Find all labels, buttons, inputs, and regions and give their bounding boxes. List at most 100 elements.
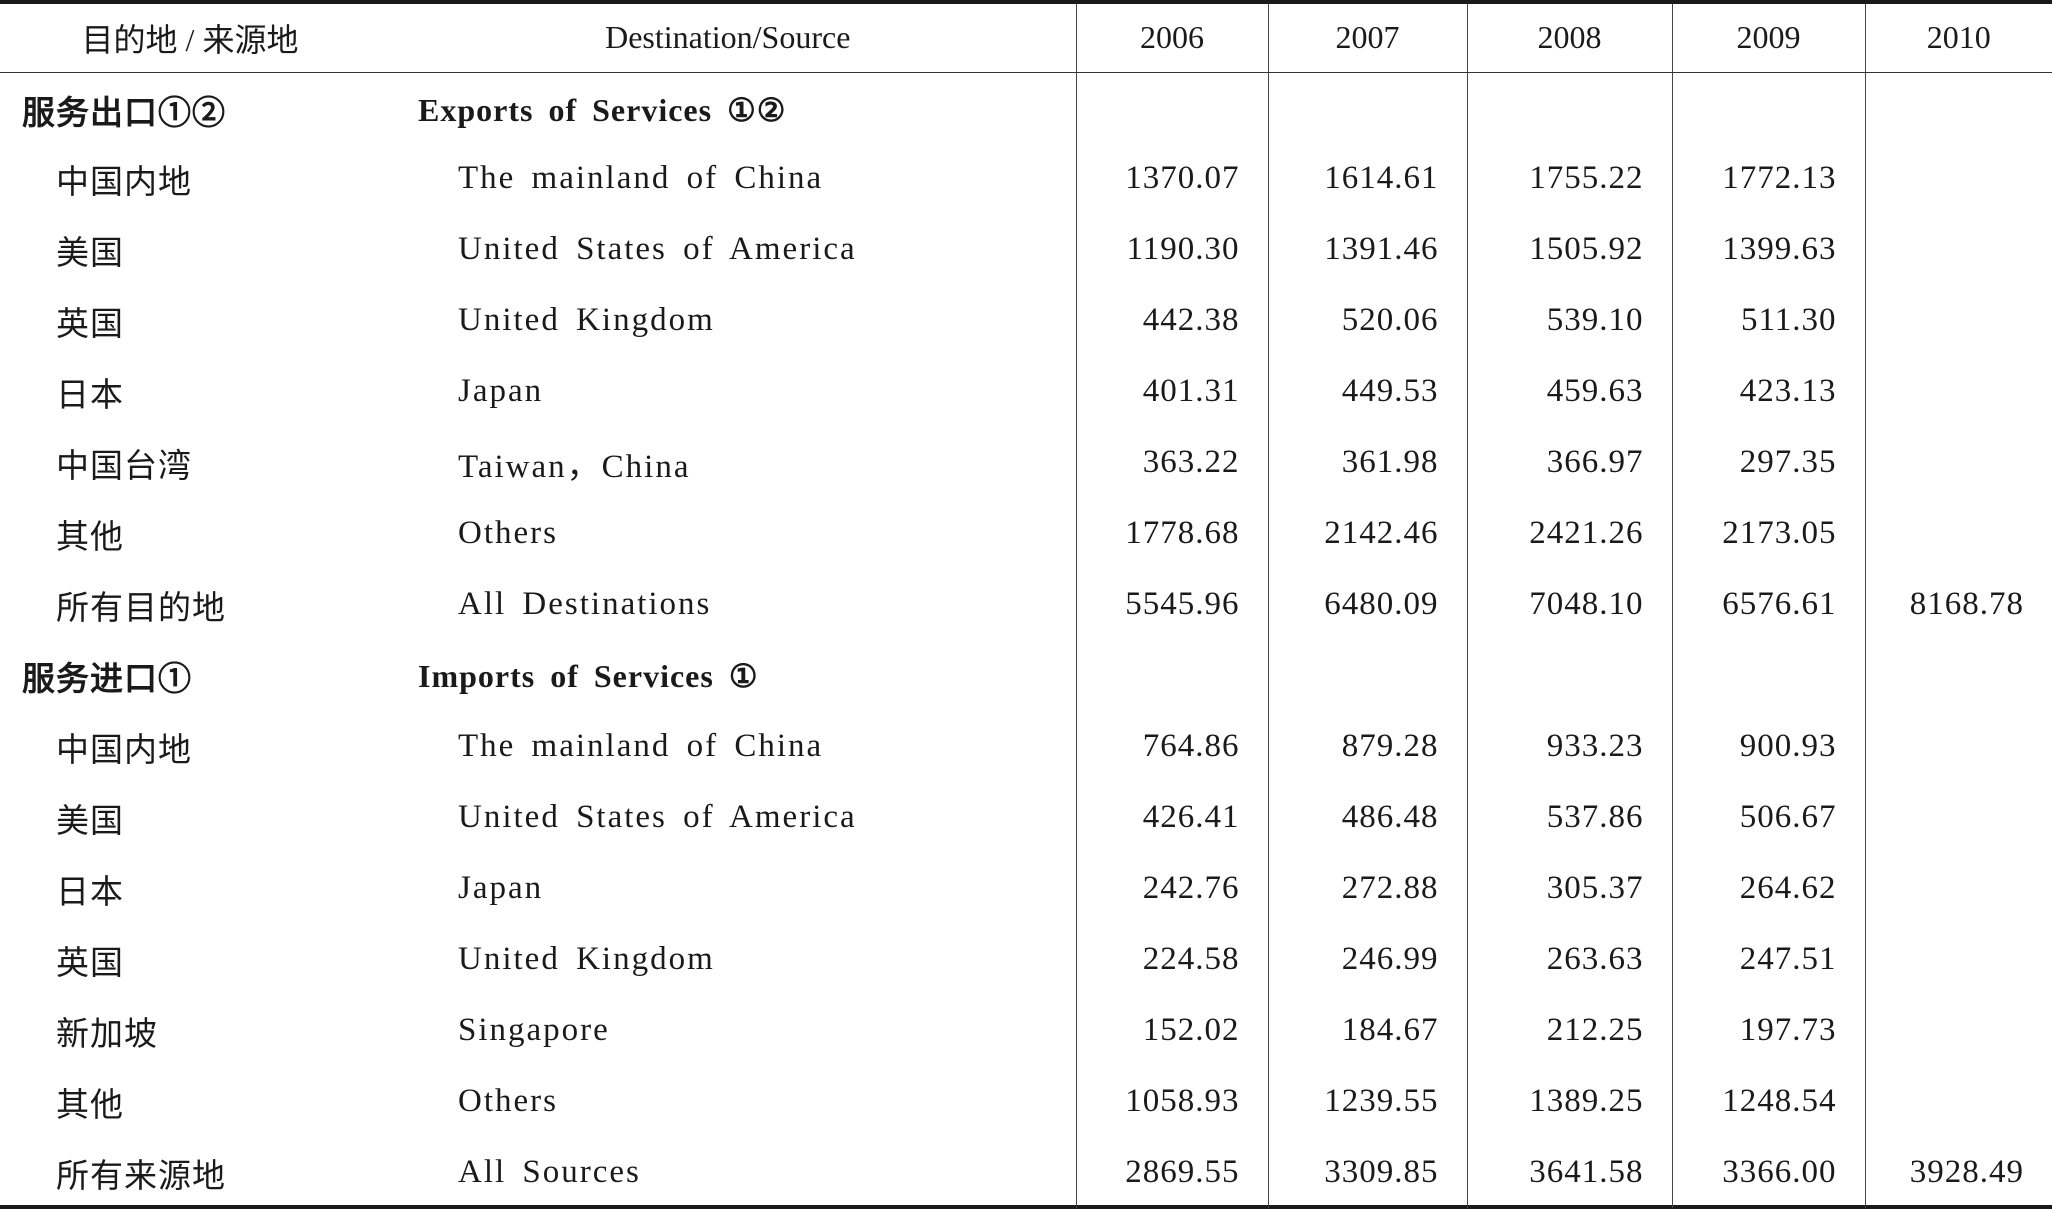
row-label-cn: 新加坡: [56, 1016, 158, 1053]
value-cell: 184.67: [1267, 995, 1467, 1066]
services-trade-table: 目的地 / 来源地 Destination/Source 2006 2007 2…: [0, 4, 2052, 1208]
value-cell: [1671, 640, 1865, 711]
value-cell: 506.67: [1671, 782, 1865, 853]
row-label-cn: 其他: [56, 1087, 124, 1124]
header-en: Destination/Source: [380, 4, 1076, 73]
value-cell: [1864, 853, 2052, 924]
row-label-en: Singapore: [458, 1012, 610, 1048]
header-year: 2007: [1267, 4, 1467, 73]
table-row: 美国 United States of America 426.41 486.48 53…: [0, 782, 2052, 853]
value-cell: 1370.07: [1075, 143, 1268, 214]
row-label-en: The mainland of China: [458, 160, 824, 196]
value-cell: [1864, 285, 2052, 356]
header-year: 2006: [1075, 4, 1268, 73]
value-cell: 401.31: [1075, 356, 1268, 427]
value-cell: 1389.25: [1466, 1066, 1672, 1137]
value-cell: 1399.63: [1671, 214, 1865, 285]
row-label-en: Others: [458, 515, 558, 551]
table-row: 英国 United Kingdom 224.58 246.99 263.63 247.51: [0, 924, 2052, 995]
header-row: 目的地 / 来源地 Destination/Source 2006 2007 2…: [0, 4, 2052, 73]
row-label-en: Taiwan，China: [458, 448, 691, 485]
value-cell: 486.48: [1267, 782, 1467, 853]
row-label-cn: 英国: [56, 945, 124, 982]
value-cell: 2421.26: [1466, 498, 1672, 569]
value-cell: 264.62: [1671, 853, 1865, 924]
value-cell: 449.53: [1267, 356, 1467, 427]
value-cell: 3928.49: [1864, 1137, 2052, 1208]
value-cell: 1778.68: [1075, 498, 1268, 569]
value-cell: [1864, 640, 2052, 711]
row-label-en: Others: [458, 1083, 558, 1119]
value-cell: 1239.55: [1267, 1066, 1467, 1137]
value-cell: 3309.85: [1267, 1137, 1467, 1208]
value-cell: [1267, 72, 1467, 143]
value-cell: 1190.30: [1075, 214, 1268, 285]
row-label-cn: 所有目的地: [56, 590, 226, 627]
value-cell: 1772.13: [1671, 143, 1865, 214]
row-label-en: United States of America: [458, 231, 857, 267]
value-cell: 263.63: [1466, 924, 1672, 995]
row-label-en: Exports of Services ①②: [418, 91, 787, 128]
value-cell: 361.98: [1267, 427, 1467, 498]
header-year: 2009: [1671, 4, 1865, 73]
row-label-cn: 美国: [56, 803, 124, 840]
value-cell: 539.10: [1466, 285, 1672, 356]
value-cell: 1505.92: [1466, 214, 1672, 285]
value-cell: 459.63: [1466, 356, 1672, 427]
row-label-cn: 服务出口①②: [22, 95, 226, 132]
row-label-cn: 中国内地: [56, 164, 192, 201]
header-year: 2010: [1864, 4, 2052, 73]
value-cell: [1864, 214, 2052, 285]
value-cell: [1671, 72, 1865, 143]
value-cell: [1864, 995, 2052, 1066]
row-label-en: United Kingdom: [458, 302, 715, 338]
table-row: 所有来源地 All Sources 2869.55 3309.85 3641.58 336…: [0, 1137, 2052, 1208]
value-cell: 520.06: [1267, 285, 1467, 356]
value-cell: 423.13: [1671, 356, 1865, 427]
table-row: 其他 Others 1058.93 1239.55 1389.25 1248.54: [0, 1066, 2052, 1137]
value-cell: [1864, 711, 2052, 782]
value-cell: 272.88: [1267, 853, 1467, 924]
row-label-cn: 所有来源地: [56, 1158, 226, 1195]
value-cell: 442.38: [1075, 285, 1268, 356]
value-cell: 3366.00: [1671, 1137, 1865, 1208]
header-cn: 目的地 / 来源地: [0, 4, 380, 73]
value-cell: [1466, 72, 1672, 143]
row-label-en: Japan: [458, 870, 544, 906]
row-label-cn: 中国内地: [56, 732, 192, 769]
value-cell: 8168.78: [1864, 569, 2052, 640]
value-cell: 6576.61: [1671, 569, 1865, 640]
value-cell: 7048.10: [1466, 569, 1672, 640]
value-cell: 366.97: [1466, 427, 1672, 498]
row-label-en: All Sources: [458, 1154, 641, 1190]
value-cell: [1864, 356, 2052, 427]
table-row: 其他 Others 1778.68 2142.46 2421.26 2173.05: [0, 498, 2052, 569]
table-row: 日本 Japan 242.76 272.88 305.37 264.62: [0, 853, 2052, 924]
value-cell: 212.25: [1466, 995, 1672, 1066]
table-row: 中国台湾 Taiwan，China 363.22 361.98 366.97 297.35: [0, 427, 2052, 498]
value-cell: 1248.54: [1671, 1066, 1865, 1137]
value-cell: 2869.55: [1075, 1137, 1268, 1208]
row-label-en: All Destinations: [458, 586, 712, 622]
value-cell: [1075, 72, 1268, 143]
value-cell: 363.22: [1075, 427, 1268, 498]
value-cell: 764.86: [1075, 711, 1268, 782]
row-label-cn: 美国: [56, 235, 124, 272]
value-cell: [1864, 72, 2052, 143]
table-row: 美国 United States of America 1190.30 1391.46…: [0, 214, 2052, 285]
row-label-en: United States of America: [458, 799, 857, 835]
row-label-cn: 英国: [56, 306, 124, 343]
table-row: 所有目的地 All Destinations 5545.96 6480.09 7048.…: [0, 569, 2052, 640]
table-row: 新加坡 Singapore 152.02 184.67 212.25 197.73: [0, 995, 2052, 1066]
value-cell: 879.28: [1267, 711, 1467, 782]
value-cell: 6480.09: [1267, 569, 1467, 640]
value-cell: [1075, 640, 1268, 711]
section-row: 服务出口①② Exports of Services ①②: [0, 72, 2052, 143]
row-label-en: The mainland of China: [458, 728, 824, 764]
value-cell: 1614.61: [1267, 143, 1467, 214]
value-cell: 224.58: [1075, 924, 1268, 995]
row-label-cn: 日本: [56, 874, 124, 911]
row-label-cn: 中国台湾: [56, 448, 192, 485]
value-cell: [1864, 143, 2052, 214]
